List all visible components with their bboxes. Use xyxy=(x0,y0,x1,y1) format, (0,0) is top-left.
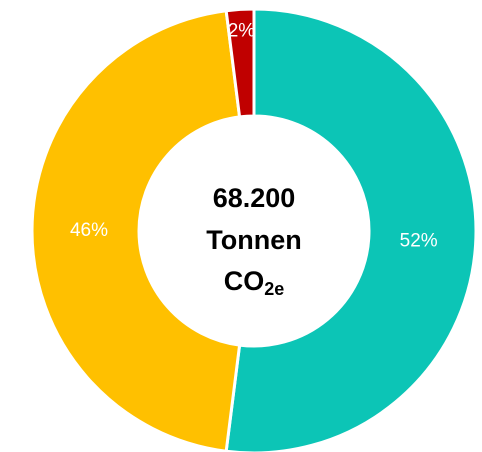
slice xyxy=(224,7,478,452)
unit-subscript: 2e xyxy=(264,279,284,299)
value-label: 2% xyxy=(228,20,256,41)
center-line: 68.200 xyxy=(213,183,296,213)
slice xyxy=(30,9,242,452)
center-line: Tonnen xyxy=(206,225,301,255)
slice xyxy=(224,7,256,119)
labels: 52% 46% 2% xyxy=(70,20,438,251)
center-unit: CO2e xyxy=(224,266,285,299)
unit: CO xyxy=(224,266,265,296)
value-label: 46% xyxy=(70,220,108,241)
value-label: 52% xyxy=(400,230,438,251)
slices xyxy=(30,7,478,452)
